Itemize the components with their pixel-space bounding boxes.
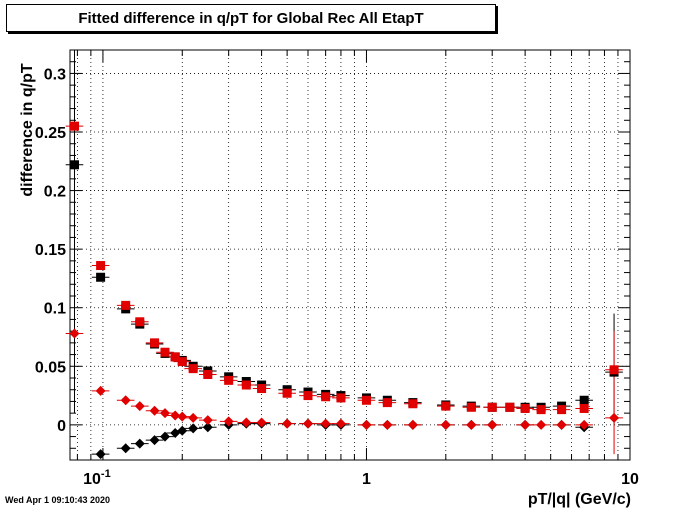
square-marker xyxy=(557,405,567,415)
square-marker xyxy=(579,403,589,413)
square-marker xyxy=(361,395,371,405)
diamond-marker xyxy=(202,415,213,426)
diamond-marker xyxy=(556,419,567,430)
diamond-marker xyxy=(536,419,547,430)
square-marker xyxy=(170,352,180,362)
diamond-marker xyxy=(302,418,313,429)
diamond-marker xyxy=(335,418,346,429)
diamond-marker xyxy=(95,449,106,460)
diamond-marker xyxy=(159,408,170,419)
y-axis-label: difference in q/pT xyxy=(19,63,36,197)
square-marker xyxy=(121,300,131,310)
diamond-marker xyxy=(159,431,170,442)
square-marker xyxy=(69,121,79,131)
diamond-marker xyxy=(188,423,199,434)
x-tick-label-exponent: -1 xyxy=(101,468,111,480)
diamond-marker xyxy=(134,401,145,412)
diamond-marker xyxy=(188,412,199,423)
diamond-marker xyxy=(361,419,372,430)
square-marker xyxy=(160,347,170,357)
square-marker xyxy=(241,380,251,390)
square-marker xyxy=(303,391,313,401)
diamond-marker xyxy=(177,425,188,436)
square-marker xyxy=(336,393,346,403)
chart-title-box: Fitted difference in q/pT for Global Rec… xyxy=(6,4,496,32)
diamond-marker xyxy=(579,419,590,430)
x-tick-label: 10-1 xyxy=(83,468,111,488)
diamond-marker xyxy=(134,438,145,449)
diamond-marker xyxy=(520,419,531,430)
timestamp: Wed Apr 1 09:10:43 2020 xyxy=(5,495,111,505)
y-tick-label: 0 xyxy=(57,418,66,435)
grid-lines xyxy=(70,50,630,460)
y-tick-label: 0.3 xyxy=(44,66,66,83)
y-tick-label: 0.25 xyxy=(35,125,66,142)
square-marker xyxy=(609,365,619,375)
square-marker xyxy=(505,402,515,412)
square-marker xyxy=(96,272,106,282)
diamond-marker xyxy=(282,418,293,429)
diamond-marker xyxy=(407,419,418,430)
square-marker xyxy=(224,375,234,385)
square-marker xyxy=(188,364,198,374)
diamond-marker xyxy=(241,417,252,428)
square-marker xyxy=(408,399,418,409)
diamond-marker xyxy=(69,328,80,339)
square-marker xyxy=(257,384,267,394)
x-tick-label: 10 xyxy=(621,471,639,488)
square-marker xyxy=(520,403,530,413)
diamond-marker xyxy=(149,405,160,416)
diamond-marker xyxy=(149,435,160,446)
square-marker xyxy=(96,261,106,271)
x-axis-label: pT/|q| (GeV/c) xyxy=(527,491,631,508)
square-marker xyxy=(579,395,589,405)
axis-ticks xyxy=(70,49,631,461)
plot-frame xyxy=(69,49,631,461)
tick-labels: 0 0.05 0.1 0.15 0.2 0.25 0.3 10-1 1 10 xyxy=(35,66,639,488)
square-marker xyxy=(69,160,79,170)
square-marker xyxy=(321,392,331,402)
diamond-marker xyxy=(170,410,181,421)
y-tick-label: 0.2 xyxy=(44,184,66,201)
square-marker xyxy=(487,402,497,412)
diamond-marker xyxy=(120,443,131,454)
square-marker xyxy=(135,317,145,327)
diamond-marker xyxy=(120,395,131,406)
diamond-marker xyxy=(382,419,393,430)
diamond-marker xyxy=(256,417,267,428)
data-markers xyxy=(69,121,620,460)
chart-title: Fitted difference in q/pT for Global Rec… xyxy=(78,10,424,27)
diamond-marker xyxy=(177,411,188,422)
y-tick-label: 0.05 xyxy=(35,359,66,376)
y-tick-label: 0.1 xyxy=(44,301,66,318)
diamond-marker xyxy=(609,412,620,423)
square-marker xyxy=(441,401,451,411)
square-marker xyxy=(203,369,213,379)
diamond-marker xyxy=(320,418,331,429)
square-marker xyxy=(466,402,476,412)
diamond-marker xyxy=(466,419,477,430)
square-marker xyxy=(536,405,546,415)
diamond-marker xyxy=(487,419,498,430)
square-marker xyxy=(177,357,187,367)
y-tick-label: 0.15 xyxy=(35,242,66,259)
diamond-marker xyxy=(95,385,106,396)
square-marker xyxy=(150,338,160,348)
square-marker xyxy=(282,388,292,398)
diamond-marker xyxy=(223,416,234,427)
diamond-marker xyxy=(202,422,213,433)
diamond-marker xyxy=(440,419,451,430)
x-tick-label: 1 xyxy=(362,471,371,488)
square-marker xyxy=(382,398,392,408)
